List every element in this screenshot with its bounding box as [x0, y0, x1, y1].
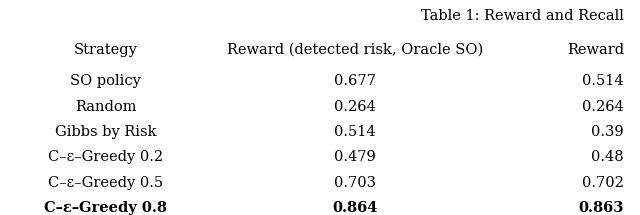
- Text: 0.677: 0.677: [334, 74, 376, 88]
- Text: 0.863: 0.863: [579, 201, 624, 215]
- Text: 0.39: 0.39: [591, 125, 624, 139]
- Text: 0.48: 0.48: [591, 150, 624, 164]
- Text: Gibbs by Risk: Gibbs by Risk: [55, 125, 156, 139]
- Text: 0.514: 0.514: [334, 125, 376, 139]
- Text: Table 1: Reward and Recall: Table 1: Reward and Recall: [421, 9, 624, 23]
- Text: C–ε–Greedy 0.5: C–ε–Greedy 0.5: [48, 176, 163, 190]
- Text: Reward: Reward: [567, 43, 624, 57]
- Text: Random: Random: [75, 100, 136, 114]
- Text: Strategy: Strategy: [74, 43, 138, 57]
- Text: 0.702: 0.702: [582, 176, 624, 190]
- Text: C–ε–Greedy 0.8: C–ε–Greedy 0.8: [44, 201, 167, 215]
- Text: 0.864: 0.864: [333, 201, 378, 215]
- Text: 0.479: 0.479: [334, 150, 376, 164]
- Text: 0.264: 0.264: [334, 100, 376, 114]
- Text: Reward (detected risk, Oracle SO): Reward (detected risk, Oracle SO): [227, 43, 483, 57]
- Text: C–ε–Greedy 0.2: C–ε–Greedy 0.2: [48, 150, 163, 164]
- Text: SO policy: SO policy: [70, 74, 141, 88]
- Text: 0.703: 0.703: [334, 176, 376, 190]
- Text: 0.514: 0.514: [582, 74, 624, 88]
- Text: 0.264: 0.264: [582, 100, 624, 114]
